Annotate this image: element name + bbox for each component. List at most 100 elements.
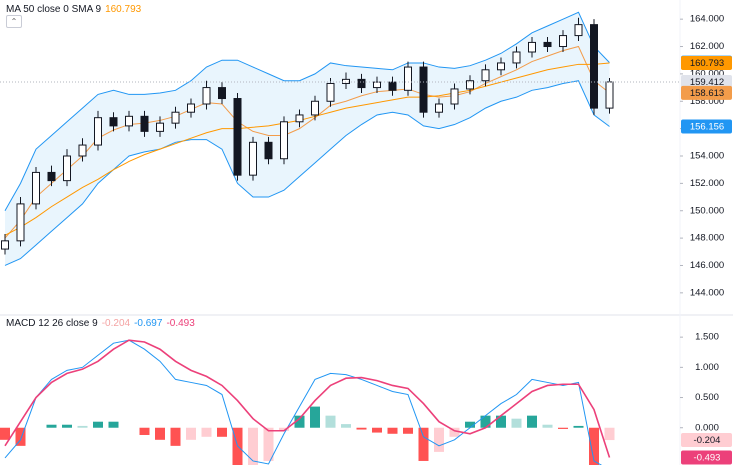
candle-body: [528, 41, 536, 53]
price-badge: [681, 119, 732, 134]
indicator-name: MACD 12 26 close 9: [6, 318, 98, 329]
bollinger-upper: [4, 11, 610, 211]
histogram-bar: [465, 421, 475, 428]
candle-body: [125, 115, 133, 127]
histogram-bar: [418, 427, 429, 461]
histogram-bar: [62, 424, 72, 428]
histogram-bar: [310, 406, 320, 428]
histogram-bar: [403, 427, 413, 434]
macd-value: -0.697: [134, 318, 163, 329]
signal-line: [4, 339, 611, 458]
candle-body: [481, 69, 490, 82]
candle-body: [543, 41, 552, 48]
candle-body: [419, 66, 428, 113]
price-legend: MA 50 close 0 SMA 9 160.793: [6, 4, 145, 15]
candle-body: [16, 203, 25, 242]
candle-body: [1, 240, 9, 250]
candle-body: [47, 171, 56, 182]
macd-legend: MACD 12 26 close 9 -0.204 -0.697 -0.493: [6, 318, 199, 329]
histogram-bar: [480, 415, 491, 428]
histogram-bar: [93, 421, 103, 428]
histogram-bar: [170, 427, 181, 446]
histogram-bar: [46, 424, 57, 428]
indicator-name: MA 50 close 0 SMA 9: [6, 4, 102, 15]
candle-body: [342, 78, 350, 84]
y-tick-label: 158.000: [690, 96, 724, 107]
price-badge-label: 156.156: [690, 122, 724, 133]
candle-body: [311, 100, 319, 116]
y-tick-label: 160.000: [690, 68, 724, 79]
candle-body: [357, 78, 366, 89]
moving-average: [4, 62, 610, 236]
histogram-bar: [542, 424, 553, 428]
candle-body: [559, 35, 567, 48]
candle-body: [63, 155, 71, 182]
candle-body: [94, 117, 102, 146]
histogram-bar: [527, 415, 537, 428]
y-tick-label: 150.000: [690, 205, 724, 216]
y-tick-label: 0.500: [695, 392, 719, 403]
histogram-bar: [263, 427, 274, 461]
histogram-bar: [496, 415, 506, 428]
candle-body: [202, 87, 211, 105]
y-tick-label: 146.000: [690, 260, 724, 271]
price-badge: [681, 56, 732, 71]
histogram-bar: [387, 427, 398, 434]
signal-value: -0.493: [166, 318, 195, 329]
histogram-bar: [139, 427, 150, 435]
price-badge-label: 160.793: [690, 58, 724, 69]
histogram-bar: [186, 427, 196, 440]
histogram-bar: [201, 427, 212, 437]
candle-body: [466, 80, 474, 90]
histogram-bar: [434, 427, 444, 452]
bollinger-fill: [5, 12, 610, 266]
y-tick-label: 1.500: [695, 332, 719, 343]
histogram-bar: [573, 425, 584, 428]
y-tick-label: 0.000: [695, 422, 719, 433]
candle-body: [109, 117, 118, 127]
bollinger-middle: [4, 45, 610, 239]
candle-body: [171, 111, 180, 124]
histogram-value: -0.204: [101, 318, 131, 329]
macd-line: [4, 339, 603, 465]
candle-body: [233, 98, 242, 176]
candle-body: [140, 115, 149, 132]
candle-body: [295, 114, 304, 123]
candle-body: [326, 82, 335, 102]
histogram-bar: [372, 427, 382, 433]
candle-body: [605, 81, 614, 109]
histogram-bar: [325, 415, 336, 428]
histogram-bar: [589, 427, 599, 465]
y-tick-label: 148.000: [690, 233, 724, 244]
histogram-bar: [341, 424, 351, 428]
candle-body: [373, 81, 381, 89]
histogram-bar: [279, 427, 289, 431]
y-tick-label: 164.000: [690, 14, 724, 25]
histogram-bar: [449, 427, 460, 437]
collapse-button[interactable]: ⌃: [6, 15, 22, 28]
price-badge: [681, 433, 732, 448]
y-tick-label: 144.000: [690, 287, 724, 298]
candle-body: [218, 87, 226, 100]
histogram-bar: [558, 427, 568, 429]
price-badge: [681, 85, 732, 100]
candle-body: [280, 121, 288, 160]
histogram-bar: [248, 427, 258, 465]
price-badge: [681, 74, 732, 89]
candle-body: [249, 141, 257, 176]
price-badge-label: 159.412: [690, 77, 724, 88]
histogram-bar: [294, 415, 305, 428]
candle-body: [156, 122, 164, 132]
price-badge-label: -0.204: [694, 435, 721, 446]
price-badge-label: 158.613: [690, 88, 724, 99]
indicator-value: 160.793: [105, 4, 142, 15]
y-tick-label: 154.000: [690, 151, 724, 162]
histogram-bar: [15, 427, 26, 446]
y-tick-label: 162.000: [690, 41, 724, 52]
bollinger-lower: [4, 80, 610, 266]
histogram-bar: [356, 427, 367, 430]
histogram-bar: [604, 427, 615, 441]
candle-body: [78, 144, 87, 157]
